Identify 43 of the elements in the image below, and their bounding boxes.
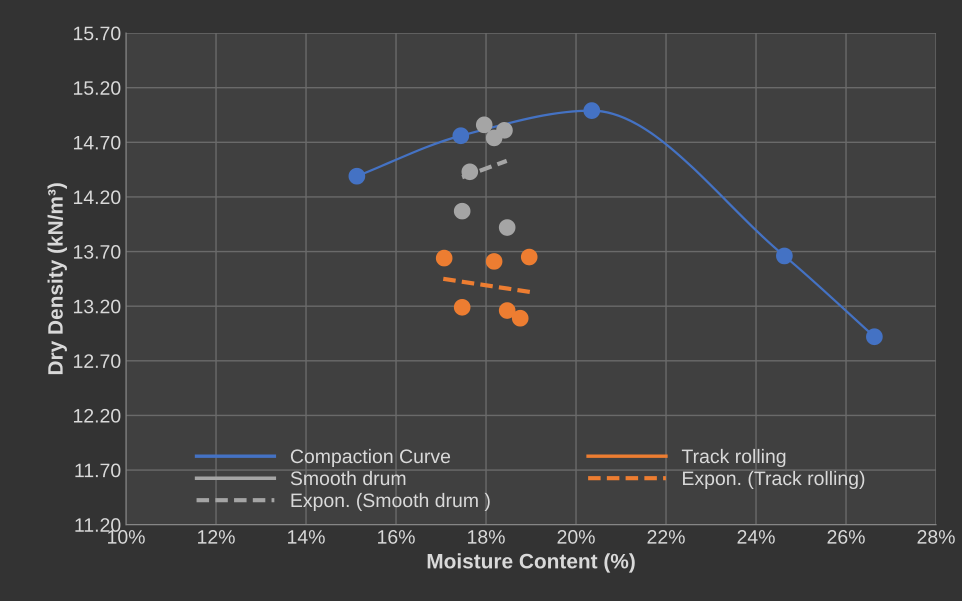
point: [486, 130, 502, 146]
y-tick-label: 15.70: [74, 26, 120, 40]
x-tick-label: 28%: [918, 530, 955, 544]
y-tick-label: 11.70: [75, 464, 120, 478]
x-tick-label: 16%: [378, 530, 415, 544]
legend-label: Expon. (Smooth drum ): [291, 492, 490, 512]
legend-label: Compaction Curve: [290, 448, 450, 468]
point: [436, 250, 452, 266]
x-tick-label: 10%: [108, 530, 145, 544]
y-tick-label: 14.20: [74, 190, 120, 204]
y-tick-label: 13.70: [74, 245, 120, 259]
y-tick-label: 11.20: [75, 518, 120, 532]
point: [520, 248, 538, 266]
x-tick-label: 22%: [648, 530, 685, 544]
y-tick-label: 14.70: [74, 136, 120, 150]
x-tick-label: 18%: [468, 530, 505, 544]
point: [512, 310, 529, 326]
legend-label: Smooth drum: [290, 470, 406, 486]
point: [348, 168, 366, 185]
point: [452, 127, 470, 144]
point: [583, 102, 600, 119]
point: [486, 253, 502, 270]
y-tick-label: 15.20: [74, 81, 120, 95]
point: [454, 298, 470, 316]
x-tick-label: 20%: [558, 530, 595, 544]
y-tick-label: 13.20: [74, 300, 120, 314]
x-tick-label: 14%: [288, 530, 325, 544]
y-tick-label: 12.70: [74, 354, 120, 368]
x-tick-label: 24%: [738, 530, 775, 544]
x-axis-title: Moisture Content (%): [428, 553, 635, 573]
y-axis-title: Dry Density (kN/m³): [48, 183, 67, 374]
y-tick-label: 12.20: [74, 408, 120, 423]
legend-label: Expon. (Track rolling): [683, 470, 864, 490]
point: [776, 248, 793, 264]
point: [866, 328, 883, 346]
point: [454, 202, 470, 220]
point: [498, 302, 516, 319]
point: [476, 116, 493, 134]
legend-label: Track rolling: [682, 448, 786, 468]
x-tick-label: 26%: [828, 530, 865, 544]
point: [462, 164, 478, 180]
point: [498, 219, 516, 236]
x-tick-label: 12%: [198, 530, 235, 544]
